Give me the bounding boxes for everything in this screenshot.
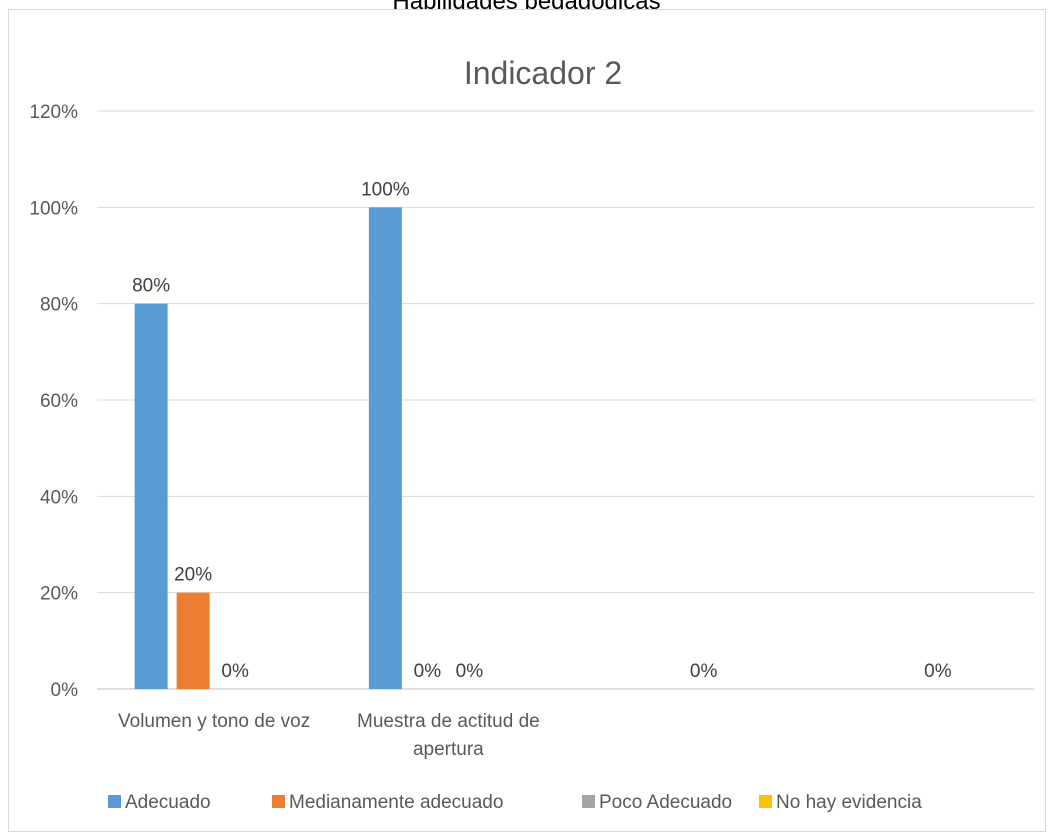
category-label: Volumen y tono de voz <box>118 711 310 732</box>
legend-label: Adecuado <box>125 792 211 813</box>
bar <box>134 303 168 689</box>
data-label: 0% <box>221 661 249 682</box>
chart-title: Indicador 2 <box>464 55 622 91</box>
y-tick-label: 80% <box>40 295 78 316</box>
y-tick-label: 100% <box>29 198 78 219</box>
y-tick-label: 0% <box>51 680 79 701</box>
data-label: 100% <box>361 179 410 200</box>
legend-swatch <box>272 795 285 808</box>
y-tick-label: 120% <box>29 102 78 123</box>
legend-swatch <box>759 795 772 808</box>
category-label: apertura <box>413 739 484 760</box>
data-label: 20% <box>174 565 212 586</box>
bar <box>176 592 210 689</box>
data-label: 0% <box>414 661 442 682</box>
y-tick-label: 60% <box>40 391 78 412</box>
chart-frame <box>8 9 1046 832</box>
data-label: 0% <box>456 661 484 682</box>
data-label: 80% <box>132 276 170 297</box>
y-tick-label: 20% <box>40 584 78 605</box>
legend-label: Poco Adecuado <box>599 792 732 813</box>
legend-swatch <box>582 795 595 808</box>
category-label: Muestra de actitud de <box>357 711 540 732</box>
y-tick-label: 40% <box>40 487 78 508</box>
data-label: 0% <box>690 661 718 682</box>
legend-label: Medianamente adecuado <box>289 792 503 813</box>
bar <box>368 207 402 690</box>
legend-label: No hay evidencia <box>776 792 922 813</box>
legend-swatch <box>108 795 121 808</box>
data-label: 0% <box>924 661 952 682</box>
